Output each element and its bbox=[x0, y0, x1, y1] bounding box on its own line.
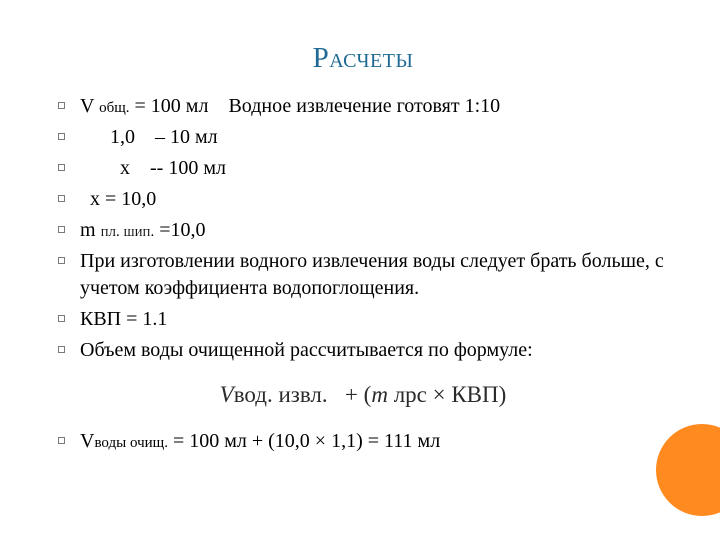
text-fragment: = 100 мл Водное извлечение готовят 1:10 bbox=[130, 95, 501, 117]
formula-part: + bbox=[339, 382, 363, 407]
subscript: воды очищ. bbox=[94, 435, 168, 451]
text-fragment: 1,0 – 10 мл bbox=[80, 126, 218, 148]
formula-part: m bbox=[371, 382, 388, 407]
formula-part: лрс × КВП bbox=[388, 382, 499, 407]
bullet-list: Vводы очищ. = 100 мл + (10,0 × 1,1) = 11… bbox=[56, 428, 670, 455]
text-fragment: =10,0 bbox=[154, 219, 205, 241]
formula-part: вод. извл. bbox=[234, 382, 339, 407]
text-fragment: При изготовлении водного извлечения воды… bbox=[80, 250, 664, 299]
text-fragment: х = 10,0 bbox=[80, 188, 156, 210]
formula-part: ) bbox=[499, 382, 507, 407]
text-fragment: V bbox=[80, 430, 94, 452]
list-item: х = 10,0 bbox=[56, 186, 670, 213]
list-item: При изготовлении водного извлечения воды… bbox=[56, 248, 670, 302]
list-item: V общ. = 100 мл Водное извлечение готовя… bbox=[56, 93, 670, 120]
text-fragment: Объем воды очищенной рассчитывается по ф… bbox=[80, 339, 533, 361]
bullet-list: V общ. = 100 мл Водное извлечение готовя… bbox=[56, 93, 670, 364]
subscript: пл. шип. bbox=[101, 224, 155, 240]
slide: Расчеты V общ. = 100 мл Водное извлечени… bbox=[0, 0, 720, 540]
text-fragment: = 100 мл + (10,0 × 1,1) = 111 мл bbox=[168, 430, 440, 452]
list-item: КВП = 1.1 bbox=[56, 306, 670, 333]
subscript: общ. bbox=[99, 100, 129, 116]
slide-title: Расчеты bbox=[56, 42, 670, 75]
formula-part: V bbox=[220, 382, 234, 407]
formula: Vвод. извл. + (m лрс × КВП) bbox=[212, 378, 515, 412]
list-item: Объем воды очищенной рассчитывается по ф… bbox=[56, 337, 670, 364]
text-fragment: m bbox=[80, 219, 101, 241]
text-fragment: V bbox=[80, 95, 99, 117]
text-fragment: КВП = 1.1 bbox=[80, 308, 167, 330]
list-item: 1,0 – 10 мл bbox=[56, 124, 670, 151]
text-fragment: х -- 100 мл bbox=[80, 157, 226, 179]
formula-container: Vвод. извл. + (m лрс × КВП) bbox=[56, 378, 670, 412]
list-item: х -- 100 мл bbox=[56, 155, 670, 182]
list-item: Vводы очищ. = 100 мл + (10,0 × 1,1) = 11… bbox=[56, 428, 670, 455]
list-item: m пл. шип. =10,0 bbox=[56, 217, 670, 244]
